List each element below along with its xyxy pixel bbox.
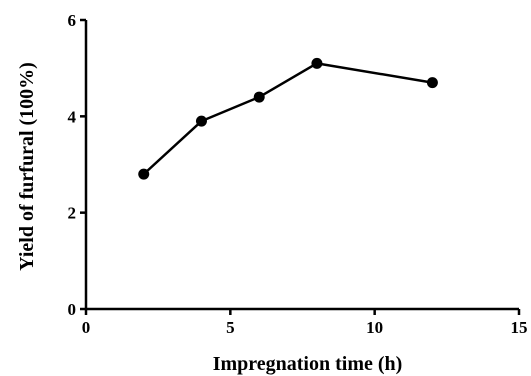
data-point [253, 91, 265, 103]
y-axis-title: Yield of furfural (100%) [16, 62, 38, 271]
x-tick-label: 0 [82, 318, 91, 337]
x-axis-ticks: 0 5 10 15 [82, 309, 528, 337]
series [138, 57, 438, 180]
x-tick-label: 15 [511, 318, 528, 337]
axes: 0 2 4 6 0 5 10 15 [68, 11, 528, 337]
x-tick-label: 10 [366, 318, 383, 337]
series-line [142, 62, 433, 176]
data-point [138, 168, 150, 180]
y-tick-label: 0 [68, 300, 77, 319]
y-tick-label: 6 [68, 11, 77, 30]
data-point [426, 77, 438, 89]
x-axis-title: Impregnation time (h) [213, 353, 403, 375]
series-group [138, 57, 438, 180]
y-axis-ticks: 0 2 4 6 [68, 11, 86, 319]
data-point [195, 115, 207, 127]
y-tick-label: 4 [68, 107, 77, 126]
x-tick-label: 5 [226, 318, 235, 337]
y-tick-label: 2 [68, 204, 77, 223]
data-point [311, 57, 323, 69]
